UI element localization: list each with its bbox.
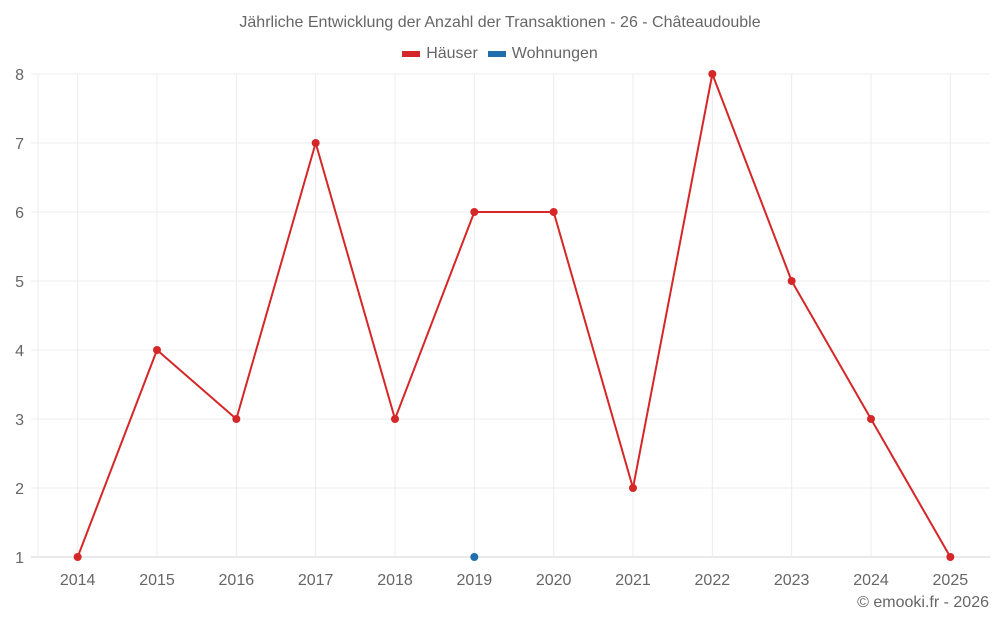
x-tick-label: 2025 (933, 572, 969, 589)
x-tick-label: 2020 (536, 572, 572, 589)
x-tick-label: 2018 (377, 572, 413, 589)
legend-swatch-haeuser (402, 51, 421, 57)
data-point[interactable] (708, 70, 717, 78)
y-tick-label: 5 (15, 274, 24, 291)
data-point[interactable] (311, 139, 320, 147)
data-point[interactable] (232, 415, 241, 423)
y-tick-label: 4 (15, 343, 24, 360)
data-point[interactable] (787, 277, 796, 285)
data-point[interactable] (867, 415, 875, 423)
legend-item-haeuser[interactable]: Häuser (402, 45, 478, 63)
series-1 (470, 553, 479, 561)
chart-title: Jährliche Entwicklung der Anzahl der Tra… (239, 14, 761, 31)
data-point[interactable] (549, 208, 558, 216)
series-0 (73, 70, 955, 561)
x-tick-label: 2024 (853, 572, 889, 589)
data-point[interactable] (470, 208, 479, 216)
data-point[interactable] (629, 484, 637, 492)
legend-item-wohnungen[interactable]: Wohnungen (487, 45, 598, 63)
y-tick-label: 2 (15, 481, 24, 498)
x-tick-label: 2019 (457, 572, 493, 589)
series-group (73, 70, 955, 561)
legend-label-haeuser: Häuser (426, 45, 478, 62)
y-tick-label: 7 (15, 136, 24, 153)
data-point[interactable] (391, 415, 399, 423)
y-axis: 1 2 3 4 5 6 7 8 (15, 67, 24, 567)
data-point[interactable] (73, 553, 82, 561)
y-tick-label: 6 (15, 205, 24, 222)
x-tick-label: 2014 (60, 572, 96, 589)
y-tick-label: 3 (15, 412, 24, 429)
x-tick-label: 2017 (298, 572, 334, 589)
legend-label-wohnungen: Wohnungen (511, 45, 598, 62)
x-axis: 2014 2015 2016 2017 2018 2019 2020 2021 2022 2023… (60, 572, 968, 589)
data-point[interactable] (153, 346, 161, 354)
x-tick-label: 2021 (615, 572, 651, 589)
x-tick-label: 2022 (695, 572, 731, 589)
legend-swatch-wohnungen (487, 51, 506, 57)
legend: Häuser Wohnungen (0, 45, 1000, 63)
x-tick-label: 2015 (139, 572, 175, 589)
x-tick-label: 2023 (774, 572, 810, 589)
credit-text: © emooki.fr - 2026 (857, 594, 989, 611)
y-tick-label: 1 (15, 550, 24, 567)
x-tick-label: 2016 (219, 572, 255, 589)
y-tick-label: 8 (15, 67, 24, 84)
series-line (76, 73, 952, 558)
data-point[interactable] (946, 553, 955, 561)
data-point[interactable] (470, 553, 479, 561)
grid-lines (31, 73, 990, 558)
